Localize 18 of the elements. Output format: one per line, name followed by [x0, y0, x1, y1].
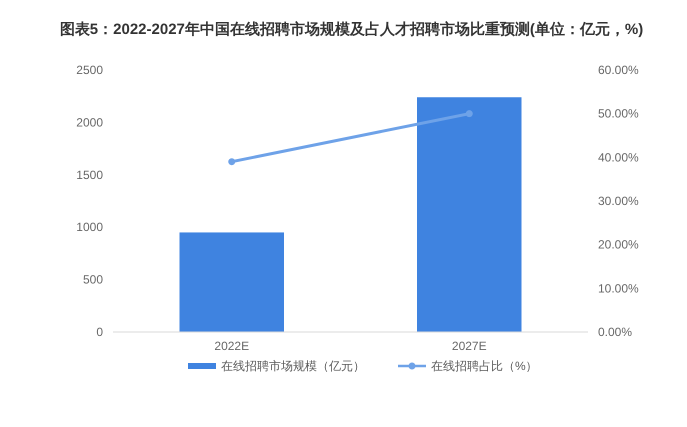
- y2-tick-label: 30.00%: [598, 194, 640, 208]
- y-tick-label: 1000: [76, 220, 104, 234]
- y2-tick-label: 40.00%: [598, 150, 640, 164]
- y2-tick-label: 50.00%: [598, 106, 640, 121]
- y2-tick-label: 60.00%: [598, 63, 640, 77]
- y2-tick-label: 10.00%: [598, 281, 640, 296]
- y-tick-label: 2500: [76, 63, 104, 77]
- y-tick-label: 2000: [76, 115, 104, 130]
- y-tick-label: 500: [82, 272, 104, 287]
- legend-label: 在线招聘市场规模（亿元）: [221, 359, 365, 373]
- y2-tick-label: 0.00%: [598, 325, 632, 339]
- y2-tick-label: 20.00%: [598, 238, 640, 252]
- legend-label: 在线招聘占比（%）: [431, 359, 538, 373]
- y-tick-label: 0: [96, 325, 104, 339]
- chart-title: 图表5：2022-2027年中国在线招聘市场规模及占人才招聘市场比重预测(单位：亿元，%): [60, 20, 644, 38]
- x-tick-label: 2022E: [214, 339, 250, 353]
- x-tick-label: 2027E: [452, 339, 487, 353]
- y-tick-label: 1500: [76, 168, 104, 182]
